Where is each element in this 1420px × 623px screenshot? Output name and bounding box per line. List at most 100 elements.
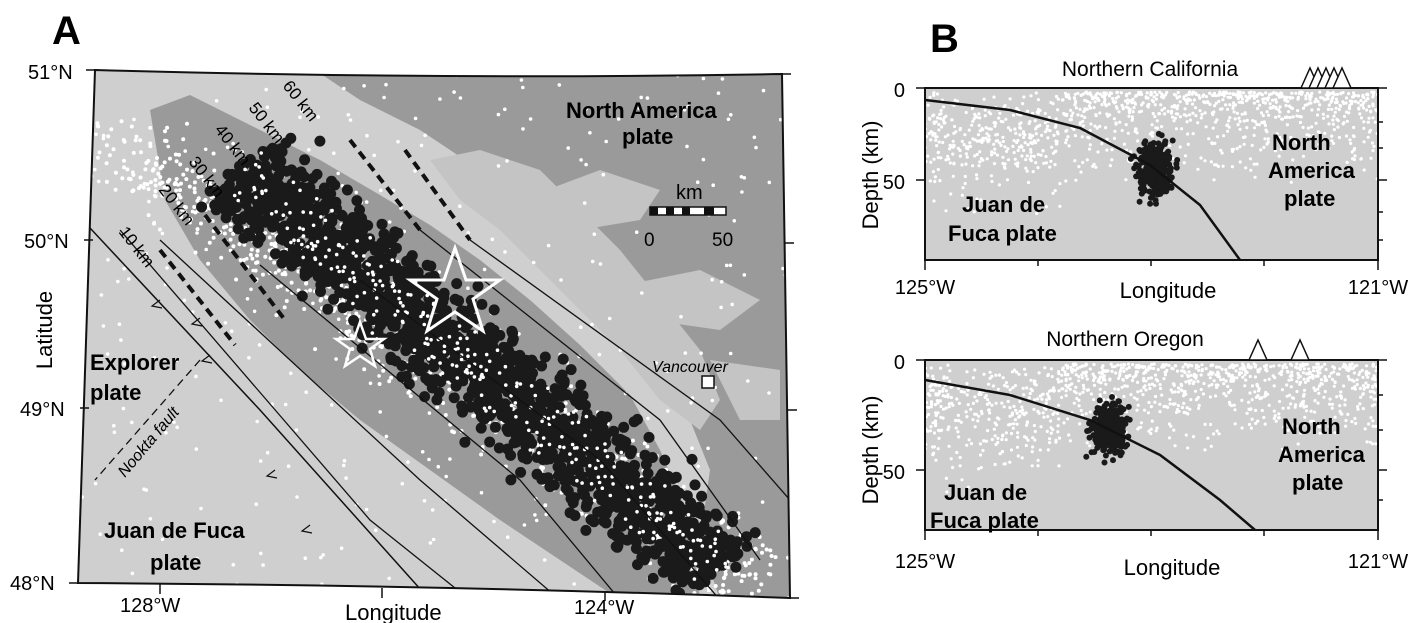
seismicity-dot (1314, 121, 1318, 125)
seismicity-dot (472, 375, 477, 379)
seismicity-dot (1304, 94, 1308, 98)
seismicity-dot (1330, 406, 1334, 410)
seismicity-dot (1183, 370, 1187, 375)
section-1-na-3: plate (1284, 186, 1335, 211)
seismicity-dot (559, 278, 563, 282)
seismicity-dot (1092, 106, 1096, 110)
seismicity-dot (541, 436, 546, 440)
seismicity-dot (1127, 106, 1131, 110)
seismicity-dot (1149, 93, 1153, 97)
seismicity-dot (1236, 96, 1240, 101)
seismicity-dot (1060, 379, 1064, 383)
seismicity-dot (944, 209, 948, 213)
seismicity-dot (334, 252, 339, 257)
seismicity-dot (1261, 100, 1266, 104)
seismicity-dot (237, 242, 242, 247)
seismicity-dot (1131, 110, 1135, 114)
seismicity-dot (949, 145, 953, 149)
seismicity-dot (584, 162, 588, 167)
seismicity-dot (466, 286, 470, 291)
tremor-dot (396, 360, 408, 372)
seismicity-dot (1309, 101, 1313, 105)
seismicity-dot (425, 336, 429, 341)
seismicity-dot (560, 435, 564, 439)
seismicity-dot (1019, 126, 1023, 130)
tremor-dot (598, 515, 610, 527)
seismicity-dot (119, 338, 123, 342)
seismicity-dot (997, 116, 1001, 120)
seismicity-dot (243, 167, 247, 172)
tremor-dot (401, 342, 413, 354)
seismicity-dot (401, 320, 405, 325)
seismicity-dot (620, 456, 625, 461)
seismicity-dot (603, 474, 607, 479)
seismicity-dot (971, 137, 975, 141)
seismicity-dot (368, 381, 373, 386)
seismicity-dot (1228, 103, 1232, 107)
seismicity-dot (113, 187, 118, 192)
tremor-dot (253, 223, 264, 235)
seismicity-dot (1160, 92, 1164, 96)
seismicity-dot (1014, 131, 1018, 135)
seismicity-dot (1338, 404, 1342, 408)
seismicity-dot (252, 187, 257, 192)
north-america-label-1: North America (566, 98, 718, 123)
seismicity-dot (1367, 104, 1371, 108)
seismicity-dot (714, 549, 718, 554)
seismicity-dot (1026, 109, 1030, 113)
seismicity-dot (1021, 102, 1025, 106)
seismicity-dot (397, 296, 401, 301)
seismicity-dot (273, 271, 278, 275)
seismicity-dot (566, 412, 571, 416)
seismicity-dot (1298, 367, 1302, 371)
seismicity-dot (1098, 92, 1102, 96)
inlet (710, 360, 780, 420)
seismicity-dot (705, 559, 710, 564)
tremor-dot (531, 451, 543, 463)
tremor-dot (715, 535, 727, 547)
seismicity-dot (274, 313, 279, 318)
seismicity-dot (495, 348, 500, 353)
seismicity-dot (691, 538, 696, 543)
tremor-dot (307, 173, 319, 184)
seismicity-dot (330, 208, 334, 213)
seismicity-dot (298, 188, 302, 193)
seismicity-dot (380, 283, 385, 288)
seismicity-dot (688, 548, 693, 553)
seismicity-dot (466, 231, 471, 235)
seismicity-dot (1006, 147, 1010, 151)
tremor-dot (473, 383, 485, 395)
seismicity-dot (1036, 124, 1040, 128)
seismicity-dot (1284, 104, 1288, 108)
seismicity-dot (1178, 145, 1182, 149)
tremor-dot (557, 353, 569, 365)
tremor-dot (667, 473, 679, 484)
seismicity-dot (1134, 93, 1138, 97)
seismicity-dot (1151, 131, 1155, 135)
tremor-dot (296, 185, 308, 197)
seismicity-dot (645, 444, 650, 449)
seismicity-dot (1076, 91, 1080, 95)
seismicity-dot (1127, 114, 1131, 118)
seismicity-dot (111, 147, 116, 152)
seismicity-dot (1150, 98, 1154, 102)
scale-min: 0 (644, 230, 655, 251)
seismicity-dot (97, 150, 102, 155)
tremor-dot (276, 257, 288, 269)
seismicity-dot (995, 132, 1000, 137)
tremor-dot (370, 242, 382, 254)
seismicity-dot (543, 503, 548, 508)
seismicity-dot (630, 438, 635, 443)
seismicity-dot (768, 548, 773, 553)
seismicity-dot (1044, 205, 1048, 209)
seismicity-dot (372, 312, 376, 317)
seismicity-dot (368, 236, 373, 240)
seismicity-dot (555, 409, 560, 414)
seismicity-dot (1331, 95, 1335, 100)
seismicity-dot (1272, 384, 1276, 388)
seismicity-dot (1134, 127, 1138, 131)
seismicity-dot (274, 210, 279, 214)
seismicity-dot (119, 119, 124, 124)
seismicity-dot (1083, 98, 1087, 102)
seismicity-dot (1030, 141, 1034, 145)
